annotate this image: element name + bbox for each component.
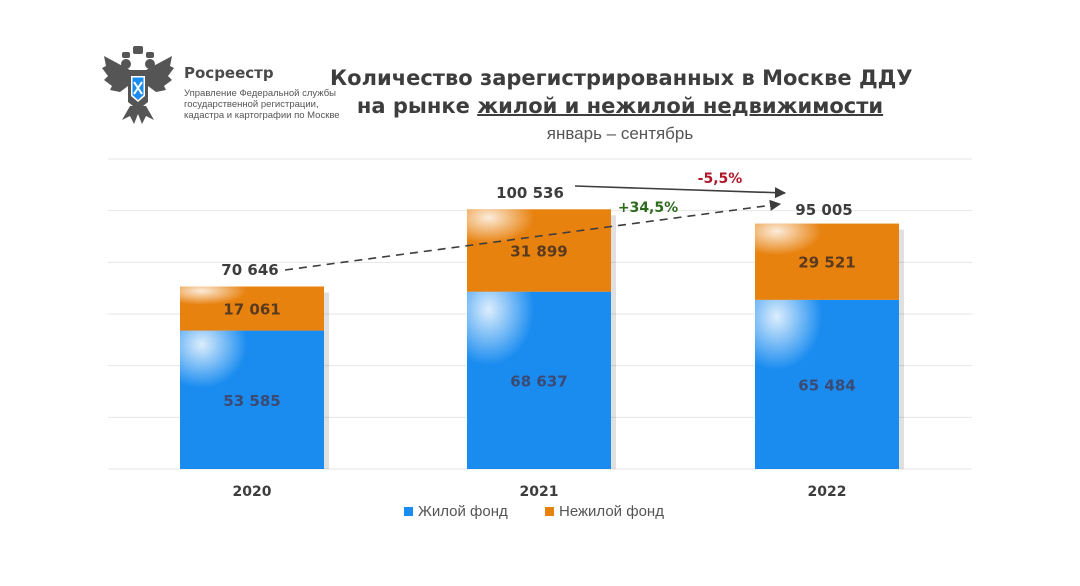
logo-block: Росреестр Управление Федеральной службы … — [100, 44, 360, 134]
data-label-residential: 53 585 — [223, 392, 280, 410]
bar-residential-shine — [467, 291, 611, 469]
org-name: Росреестр — [184, 64, 274, 82]
x-tick-label: 2020 — [233, 484, 272, 500]
chart-subtitle: январь – сентябрь — [546, 124, 694, 143]
legend-swatch-nonresidential — [545, 507, 554, 516]
data-label-nonresidential: 29 521 — [798, 254, 855, 272]
total-label: 95 005 — [795, 201, 852, 219]
data-label-residential: 65 484 — [798, 376, 855, 394]
org-description-line: государственной регистрации, — [184, 99, 319, 110]
bar-nonresidential-shine — [467, 209, 611, 292]
chart-title-line-2: на рынке жилой и нежилой недвижимости — [330, 92, 910, 120]
eagle-emblem-icon — [102, 46, 174, 124]
total-label: 70 646 — [221, 261, 278, 279]
title-underlined: жилой и нежилой недвижимости — [477, 94, 884, 118]
chart-title-line-1: Количество зарегистрированных в Москве Д… — [330, 66, 913, 90]
bar-residential-shine — [180, 330, 324, 469]
bar-residential-shine — [755, 299, 899, 469]
bar-nonresidential-shine — [180, 286, 324, 331]
legend-label-nonresidential: Нежилой фонд — [559, 503, 664, 520]
x-tick-label: 2021 — [520, 484, 559, 500]
org-description-line: Управление Федеральной службы — [184, 88, 336, 99]
decline-arrow-solid — [574, 185, 787, 199]
total-label: 100 536 — [496, 184, 564, 202]
x-tick-label: 2022 — [808, 484, 847, 500]
data-label-nonresidential: 31 899 — [510, 242, 567, 260]
legend-swatch-residential — [404, 507, 413, 516]
legend-label-residential: Жилой фонд — [418, 503, 508, 520]
change-label-up: +34,5% — [618, 200, 678, 216]
change-label-down: -5,5% — [698, 171, 743, 187]
chart-title-block: Количество зарегистрированных в Москве Д… — [330, 64, 913, 144]
data-label-residential: 68 637 — [510, 372, 567, 390]
data-label-nonresidential: 17 061 — [223, 301, 280, 319]
org-description-line: кадастра и картографии по Москве — [184, 110, 340, 121]
bar-nonresidential-shine — [755, 223, 899, 300]
title-prefix: на рынке — [356, 94, 478, 118]
